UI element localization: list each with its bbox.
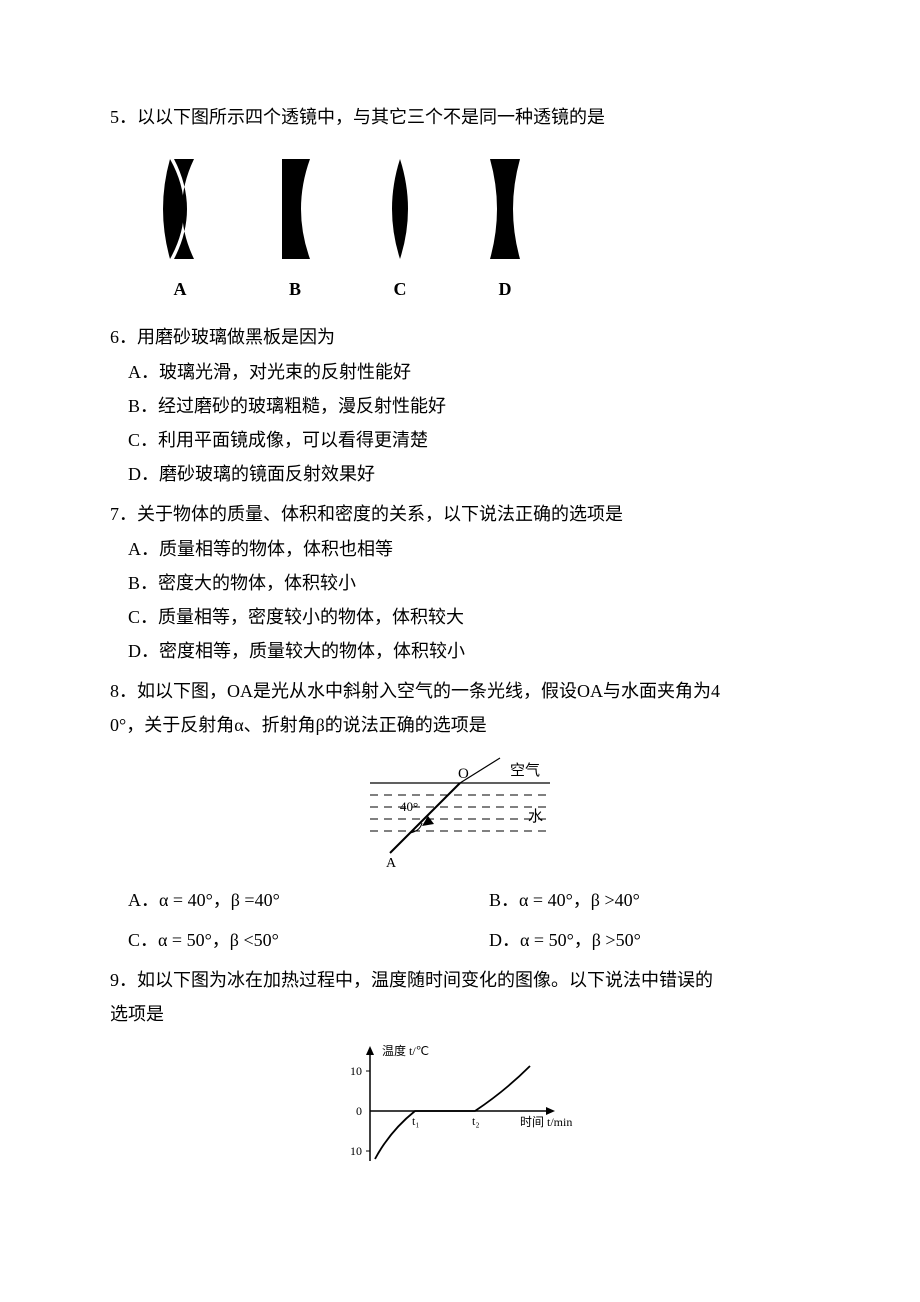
lens-a: A — [150, 154, 210, 306]
q6-option-a: A．玻璃光滑，对光束的反射性能好 — [110, 355, 810, 389]
q9-tick-0: 0 — [356, 1104, 362, 1118]
lens-c-label: C — [394, 272, 407, 306]
lens-b-shape — [270, 154, 320, 264]
lens-d-shape — [480, 154, 530, 264]
lens-b-label: B — [289, 272, 301, 306]
q5-lens-figure: A B C D — [110, 134, 810, 314]
q6-option-b: B．经过磨砂的玻璃粗糙，漫反射性能好 — [110, 389, 810, 423]
question-6: 6．用磨砂玻璃做黑板是因为 A．玻璃光滑，对光束的反射性能好 B．经过磨砂的玻璃… — [110, 320, 810, 491]
q6-option-d: D．磨砂玻璃的镜面反射效果好 — [110, 457, 810, 491]
question-7: 7．关于物体的质量、体积和密度的关系，以下说法正确的选项是 A．质量相等的物体，… — [110, 497, 810, 668]
question-9: 9．如以下图为冰在加热过程中，温度随时间变化的图像。以下说法中错误的 选项是 温… — [110, 963, 810, 1171]
q9-diagram: 温度 t/℃ 时间 t/min 10 0 10 t₁ t₂ — [110, 1041, 810, 1171]
q8-label-angle: 40° — [400, 799, 418, 814]
q8-label-air: 空气 — [510, 762, 540, 779]
q8-label-a: A — [386, 856, 397, 871]
q8-option-d: D．α = 50°，β >50° — [489, 923, 810, 957]
q9-t1: t₁ — [412, 1114, 420, 1128]
q8-label-water: 水 — [528, 808, 543, 825]
lens-d: D — [480, 154, 530, 306]
lens-a-label: A — [174, 272, 187, 306]
q9-xlabel: 时间 t/min — [520, 1115, 572, 1129]
q8-text-line2: 0°，关于反射角α、折射角β的说法正确的选项是 — [110, 708, 810, 742]
q7-option-a: A．质量相等的物体，体积也相等 — [110, 532, 810, 566]
q9-ylabel: 温度 t/℃ — [382, 1043, 429, 1058]
q8-refraction-svg: O 空气 水 40° A — [350, 753, 570, 873]
question-5: 5．以以下图所示四个透镜中，与其它三个不是同一种透镜的是 A B C D — [110, 100, 810, 314]
q6-text: 6．用磨砂玻璃做黑板是因为 — [110, 320, 810, 354]
q8-diagram: O 空气 水 40° A — [110, 753, 810, 873]
q6-option-c: C．利用平面镜成像，可以看得更清楚 — [110, 423, 810, 457]
q7-option-d: D．密度相等，质量较大的物体，体积较小 — [110, 634, 810, 668]
question-8: 8．如以下图，OA是光从水中斜射入空气的一条光线，假设OA与水面夹角为4 0°，… — [110, 674, 810, 957]
lens-a-shape — [150, 154, 210, 264]
q9-tick-10b: 10 — [350, 1144, 362, 1158]
q8-label-o: O — [458, 766, 469, 782]
q9-temp-graph-svg: 温度 t/℃ 时间 t/min 10 0 10 t₁ t₂ — [320, 1041, 600, 1171]
lens-c: C — [380, 154, 420, 306]
lens-d-label: D — [499, 272, 512, 306]
q9-text-line1: 9．如以下图为冰在加热过程中，温度随时间变化的图像。以下说法中错误的 — [110, 963, 810, 997]
lens-c-shape — [380, 154, 420, 264]
q8-option-b: B．α = 40°，β >40° — [489, 883, 810, 917]
q7-option-b: B．密度大的物体，体积较小 — [110, 566, 810, 600]
q9-t2: t₂ — [472, 1114, 480, 1128]
q8-option-c: C．α = 50°，β <50° — [128, 923, 449, 957]
q9-tick-10a: 10 — [350, 1064, 362, 1078]
q7-option-c: C．质量相等，密度较小的物体，体积较大 — [110, 600, 810, 634]
lens-b: B — [270, 154, 320, 306]
q7-text: 7．关于物体的质量、体积和密度的关系，以下说法正确的选项是 — [110, 497, 810, 531]
q8-text-line1: 8．如以下图，OA是光从水中斜射入空气的一条光线，假设OA与水面夹角为4 — [110, 674, 810, 708]
q9-text-line2: 选项是 — [110, 997, 810, 1031]
q8-options: A．α = 40°，β =40° B．α = 40°，β >40° C．α = … — [110, 883, 810, 957]
q5-text: 5．以以下图所示四个透镜中，与其它三个不是同一种透镜的是 — [110, 100, 810, 134]
q8-option-a: A．α = 40°，β =40° — [128, 883, 449, 917]
